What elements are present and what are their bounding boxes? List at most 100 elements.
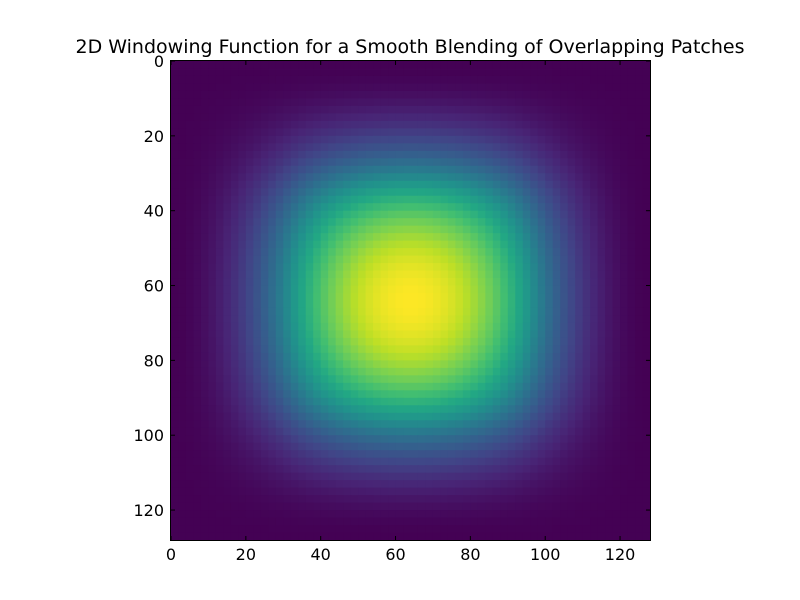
heatmap-cell [223, 435, 232, 444]
heatmap-cell [245, 405, 254, 414]
heatmap-cell [530, 352, 539, 361]
heatmap-cell [403, 510, 412, 519]
heatmap-cell [283, 465, 292, 474]
heatmap-cell [515, 307, 524, 317]
heatmap-cell [447, 83, 457, 92]
heatmap-cell [627, 90, 636, 100]
heatmap-cell [417, 337, 427, 347]
heatmap-cell [223, 195, 232, 204]
heatmap-cell [380, 255, 389, 264]
heatmap-cell [425, 517, 434, 526]
heatmap-cell [328, 300, 337, 309]
heatmap-cell [455, 330, 464, 339]
heatmap-cell [283, 83, 292, 92]
heatmap-cell [178, 248, 187, 257]
heatmap-cell [552, 352, 561, 361]
heatmap-cell [545, 293, 554, 302]
heatmap-cell [477, 472, 486, 481]
heatmap-cell [403, 210, 412, 219]
heatmap-cell [552, 487, 561, 496]
heatmap-cell [200, 300, 210, 309]
heatmap-cell [432, 480, 442, 489]
heatmap-cell [268, 225, 277, 234]
heatmap-cell [305, 367, 314, 376]
heatmap-cell [582, 405, 591, 414]
heatmap-cell [283, 233, 292, 242]
heatmap-cell [530, 472, 539, 481]
heatmap-cell [462, 173, 471, 182]
heatmap-cell [635, 90, 644, 100]
heatmap-cell [200, 442, 210, 451]
heatmap-cell [305, 150, 314, 159]
heatmap-cell [507, 98, 516, 107]
heatmap-cell [208, 195, 217, 204]
heatmap-cell [507, 83, 516, 92]
heatmap-cell [575, 300, 584, 309]
heatmap-cell [208, 405, 217, 414]
heatmap-cell [575, 255, 584, 264]
heatmap-cell [373, 285, 382, 294]
heatmap-cell [560, 210, 569, 219]
heatmap-cell [545, 263, 554, 272]
heatmap-cell [268, 218, 277, 227]
heatmap-cell [492, 330, 501, 339]
heatmap-cell [440, 240, 449, 249]
x-tick-label: 120 [605, 545, 636, 564]
heatmap-cell [500, 487, 509, 496]
heatmap-cell [432, 83, 442, 92]
heatmap-cell [635, 390, 644, 399]
heatmap-cell [335, 255, 344, 264]
heatmap-cell [185, 285, 195, 294]
heatmap-cell [530, 390, 539, 399]
heatmap-cell [365, 83, 374, 92]
heatmap-cell [440, 495, 449, 504]
heatmap-cell [350, 457, 359, 466]
heatmap-cell [522, 210, 531, 219]
heatmap-cell [185, 158, 195, 167]
heatmap-cell [597, 502, 606, 511]
heatmap-cell [275, 322, 284, 332]
heatmap-cell [223, 263, 232, 272]
heatmap-cell [215, 427, 224, 436]
heatmap-cell [417, 113, 427, 122]
heatmap-cell [238, 360, 247, 369]
heatmap-cell [560, 345, 569, 354]
heatmap-cell [208, 502, 217, 511]
heatmap-cell [193, 248, 202, 257]
heatmap-cell [417, 345, 427, 354]
heatmap-cell [193, 128, 202, 137]
heatmap-cell [380, 517, 389, 526]
heatmap-cell [500, 128, 509, 137]
heatmap-cell [268, 240, 277, 249]
heatmap-cell [298, 412, 307, 421]
heatmap-cell [500, 240, 509, 249]
heatmap-cell [575, 143, 584, 152]
heatmap-cell [447, 412, 457, 421]
heatmap-cell [185, 345, 195, 354]
heatmap-cell [552, 218, 561, 227]
heatmap-cell [403, 337, 412, 347]
heatmap-cell [642, 397, 651, 406]
heatmap-cell [313, 457, 322, 466]
heatmap-cell [238, 150, 247, 159]
heatmap-cell [522, 360, 531, 369]
heatmap-cell [507, 210, 516, 219]
heatmap-cell [193, 218, 202, 227]
heatmap-cell [238, 510, 247, 519]
heatmap-cell [223, 457, 232, 466]
heatmap-cell [283, 240, 292, 249]
heatmap-cell [208, 210, 217, 219]
heatmap-cell [432, 352, 442, 361]
heatmap-cell [388, 420, 397, 429]
heatmap-cell [268, 337, 277, 347]
heatmap-cell [305, 203, 314, 212]
heatmap-cell [477, 465, 486, 474]
heatmap-cell [380, 180, 389, 189]
heatmap-cell [620, 173, 629, 182]
heatmap-cell [567, 218, 576, 227]
heatmap-cell [432, 495, 442, 504]
heatmap-cell [305, 210, 314, 219]
heatmap-cell [388, 105, 397, 114]
heatmap-cell [485, 210, 494, 219]
heatmap-cell [185, 442, 195, 451]
